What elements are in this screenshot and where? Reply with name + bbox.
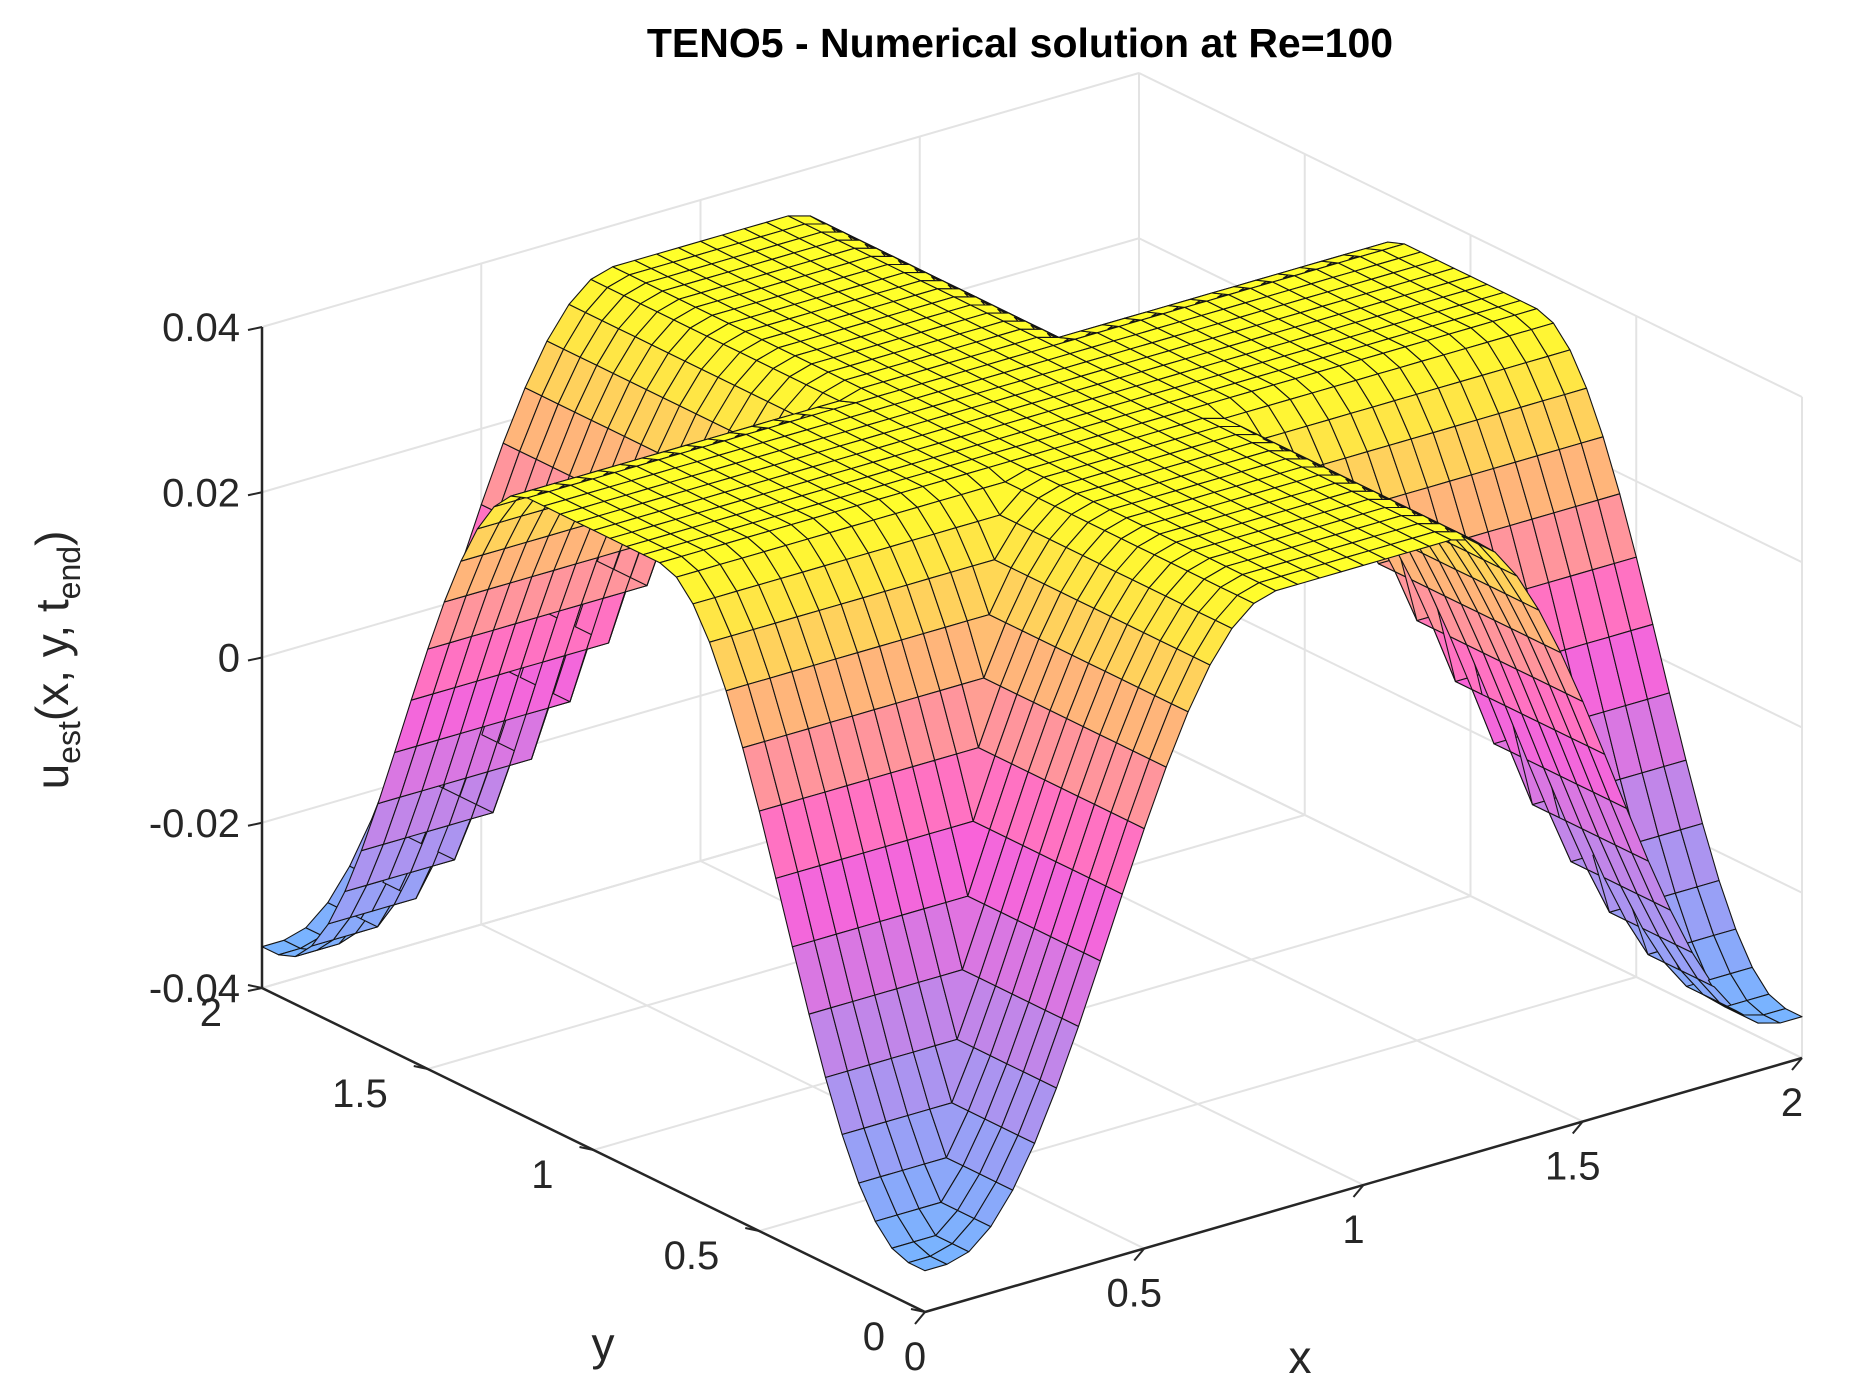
- side-wall-gridline-z: [1138, 72, 1803, 398]
- chart-title: TENO5 - Numerical solution at Re=100: [647, 20, 1393, 66]
- x-tick-label: 1.5: [1545, 1145, 1601, 1189]
- x-tick-mark: [1791, 1057, 1803, 1071]
- z-tick-mark: [247, 656, 263, 662]
- y-tick-mark: [745, 1227, 760, 1232]
- x-axis-label: x: [1289, 1331, 1312, 1383]
- y-tick-label: 1.5: [332, 1072, 388, 1116]
- x-tick-mark: [1352, 1184, 1365, 1198]
- surface-face: [1762, 1008, 1803, 1024]
- back-wall-gridline-z: [261, 72, 1140, 328]
- x-tick-mark: [1571, 1120, 1584, 1135]
- y-tick-mark: [413, 1065, 428, 1070]
- z-label-mid: (x, y, t: [26, 599, 78, 721]
- y-axis-label: y: [592, 1318, 615, 1370]
- z-label-sub2: end: [51, 546, 87, 599]
- z-tick-label: -0.04: [149, 967, 240, 1011]
- z-label-sub: est: [51, 721, 87, 764]
- x-tick-label: 1: [1342, 1208, 1364, 1252]
- side-wall-gridline-z: [1138, 733, 1803, 1059]
- z-label-end: ): [26, 531, 78, 546]
- y-tick-label: 0: [863, 1315, 885, 1359]
- z-tick-mark: [247, 491, 263, 497]
- x-tick-label: 2: [1781, 1081, 1803, 1125]
- x-tick-label: 0.5: [1106, 1272, 1162, 1316]
- z-tick-mark: [247, 326, 263, 331]
- y-tick-label: 1: [531, 1153, 553, 1197]
- z-axis-label: uest(x, y, tend): [26, 531, 87, 790]
- z-tick-label: -0.02: [149, 802, 240, 846]
- x-tick-mark: [1133, 1247, 1146, 1262]
- z-tick-label: 0.02: [162, 471, 240, 515]
- surface-mesh: [261, 215, 1803, 1272]
- y-tick-label: 0.5: [664, 1234, 720, 1278]
- z-label-base: u: [26, 764, 78, 790]
- tick-labels: -0.04 -0.02 0 0.02 0.04 0 0.5 1 1.5 2 0 0.5 1 1.5 2: [149, 306, 1803, 1379]
- x-tick-label: 0: [904, 1335, 926, 1379]
- z-tick-mark: [247, 821, 263, 827]
- y-tick-mark: [247, 984, 263, 989]
- y-tick-mark: [910, 1308, 926, 1313]
- y-tick-label: 2: [200, 991, 222, 1035]
- x-tick-mark: [914, 1311, 926, 1325]
- z-tick-label: 0.04: [162, 306, 240, 350]
- y-tick-mark: [579, 1146, 594, 1151]
- z-tick-label: 0: [218, 637, 240, 681]
